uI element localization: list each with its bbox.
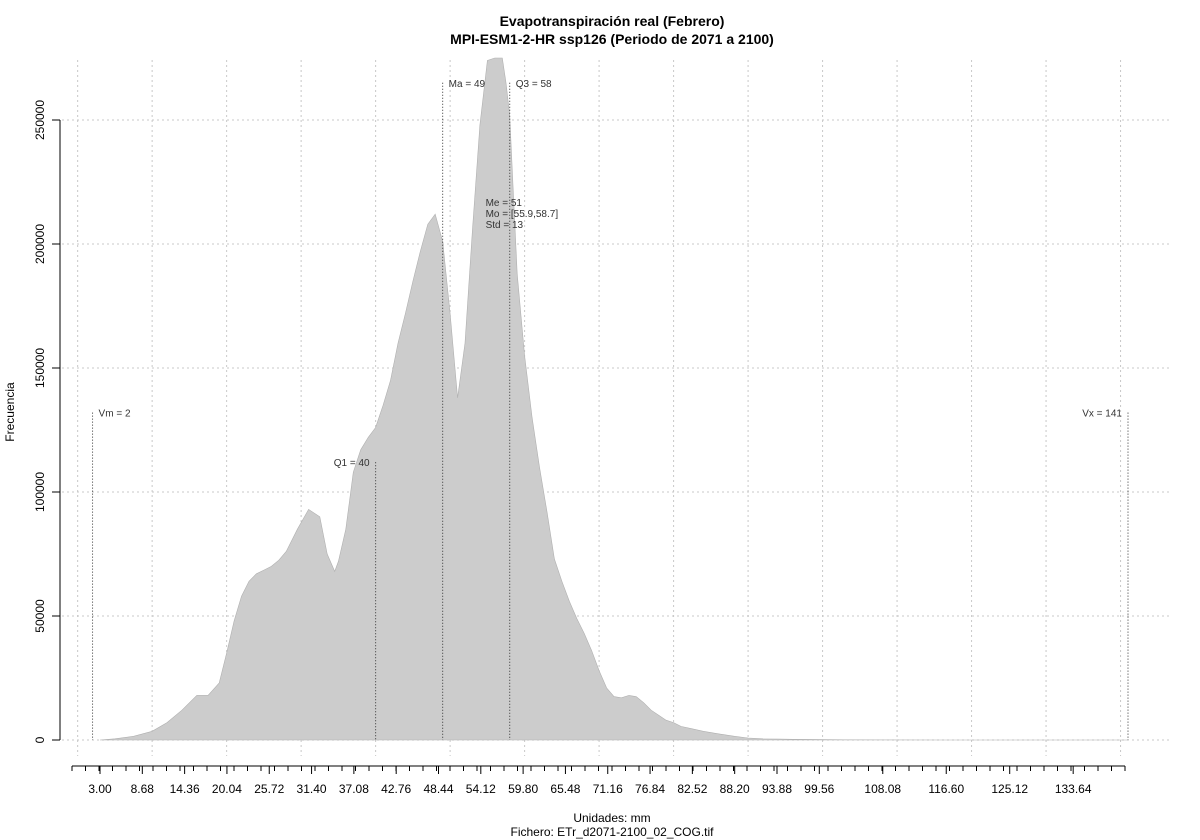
stat-marker-label: Vm = 2 — [99, 409, 131, 420]
x-tick-label: 31.40 — [297, 782, 327, 796]
x-tick-label: 88.20 — [720, 782, 750, 796]
x-tick-label: 42.76 — [381, 782, 411, 796]
x-tick-label: 37.08 — [339, 782, 369, 796]
x-tick-label: 108.08 — [864, 782, 901, 796]
x-tick-label: 59.80 — [508, 782, 538, 796]
x-tick-label: 3.00 — [88, 782, 112, 796]
x-tick-label: 99.56 — [804, 782, 834, 796]
y-tick-label: 0 — [33, 736, 47, 743]
stat-markers: Vm = 2 Q1 = 40 Ma = 49 Q3 = 58 Vx = 141 — [92, 79, 1129, 740]
stats-label: Std = 13 — [486, 220, 524, 231]
y-tick-label: 100000 — [33, 472, 47, 512]
x-tick-label: 54.12 — [466, 782, 496, 796]
stats-label: Mo = [55.9,58.7] — [486, 209, 559, 220]
stat-marker-label: Q3 = 58 — [516, 79, 552, 90]
x-tick-label: 82.52 — [677, 782, 707, 796]
stats-label: Me = 51 — [486, 198, 523, 209]
y-tick-label: 50000 — [33, 599, 47, 633]
density-area-path — [99, 57, 1128, 741]
chart-title: Evapotranspiración real (Febrero) — [500, 13, 725, 29]
stat-marker-label: Q1 = 40 — [334, 458, 370, 469]
chart-subtitle: MPI-ESM1-2-HR ssp126 (Periodo de 2071 a … — [450, 31, 774, 47]
axes: 0 50000 100000 150000 200000 250000 3.00 8.68 14… — [33, 100, 1126, 796]
x-tick-label: 76.84 — [635, 782, 665, 796]
y-tick-label: 250000 — [33, 100, 47, 140]
x-tick-label: 48.44 — [423, 782, 453, 796]
x-tick-label: 8.68 — [131, 782, 155, 796]
stat-marker-label: Vx = 141 — [1082, 409, 1122, 420]
y-tick-label: 150000 — [33, 348, 47, 388]
x-tick-label: 65.48 — [550, 782, 580, 796]
x-tick-label: 71.16 — [593, 782, 623, 796]
x-tick-label: 93.88 — [762, 782, 792, 796]
density-area — [99, 57, 1128, 741]
x-tick-label: 20.04 — [212, 782, 242, 796]
x-tick-label: 25.72 — [254, 782, 284, 796]
y-tick-label: 200000 — [33, 224, 47, 264]
file-label: Fichero: ETr_d2071-2100_02_COG.tif — [511, 825, 715, 839]
x-tick-label: 133.64 — [1055, 782, 1092, 796]
x-tick-label: 125.12 — [991, 782, 1028, 796]
stat-marker-label: Ma = 49 — [449, 79, 486, 90]
x-tick-label: 14.36 — [170, 782, 200, 796]
x-axis-label: Unidades: mm — [573, 811, 650, 825]
y-axis-label: Frecuencia — [3, 382, 17, 442]
x-tick-label: 116.60 — [928, 782, 964, 796]
